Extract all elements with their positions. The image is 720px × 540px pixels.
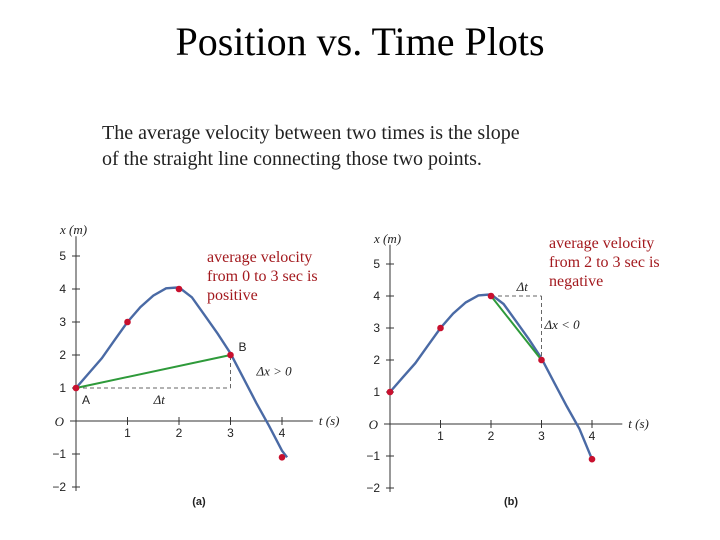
plot-a-point-label-a: A: [82, 393, 90, 407]
intro-line-1: The average velocity between two times i…: [102, 122, 520, 144]
annotation-a-line-3: positive: [207, 287, 258, 304]
plot-b-x-tick-label: 4: [589, 429, 596, 443]
plot-a-average-velocity-chord: [75, 354, 231, 389]
plot-a-y-tick-label: −1: [52, 447, 66, 461]
plot-b-y-tick-label: 5: [373, 257, 380, 271]
plot-a-y-tick-label: −2: [52, 480, 66, 494]
plot-a-x-tick-label: 3: [227, 426, 234, 440]
plot-b-y-tick-label: 1: [373, 385, 380, 399]
annotation-a-line-2: from 0 to 3 sec is: [207, 268, 318, 285]
plot-a-y-tick-label: 3: [59, 315, 66, 329]
plot-b-y-tick-label: 4: [373, 289, 380, 303]
plot-a-x-tick-label: 1: [124, 426, 131, 440]
plot-b-data-point: [588, 455, 596, 463]
plot-a-x-tick-label: 4: [279, 426, 286, 440]
plot-a-data-point: [227, 351, 234, 359]
plot-a-y-tick-label: 1: [59, 381, 66, 395]
plot-b-x-axis-label: t (s): [628, 416, 649, 431]
plot-b-average-velocity-chord: [490, 295, 543, 361]
intro-text: The average velocity between two times i…: [102, 120, 662, 172]
plot-b-y-tick-label: 3: [373, 321, 380, 335]
plot-b-x-tick-label: 1: [437, 429, 444, 443]
slide-title: Position vs. Time Plots: [175, 19, 545, 64]
annotation-positive: average velocity from 0 to 3 sec is posi…: [207, 248, 318, 305]
annotation-negative: average velocity from 2 to 3 sec is nega…: [549, 234, 660, 291]
plot-a-y-axis-label: x (m): [59, 222, 87, 237]
annotation-a-line-1: average velocity: [207, 249, 313, 266]
plot-b-data-point: [386, 388, 394, 396]
plot-a-dt-label: Δt: [153, 392, 166, 407]
annotation-b-line-2: from 2 to 3 sec is: [549, 254, 660, 271]
plot-a-y-tick-label: 4: [59, 282, 66, 296]
plot-a-x-tick-label: 2: [176, 426, 183, 440]
plot-b-y-tick-label: −1: [366, 449, 380, 463]
plot-b-caption: (b): [504, 496, 518, 508]
plot-b-data-point: [487, 292, 495, 300]
plot-b-dt-label: Δt: [516, 279, 529, 294]
plot-b-y-tick-label: 2: [373, 353, 380, 367]
plot-b-x-tick-label: 2: [488, 429, 495, 443]
intro-line-2: of the straight line connecting those tw…: [102, 148, 482, 170]
plot-b-y-tick-label: −2: [366, 481, 380, 495]
plot-a-data-point: [72, 384, 80, 392]
plot-a-caption: (a): [192, 496, 206, 508]
plot-a-data-point: [124, 318, 131, 326]
plot-a-dx-label: Δx > 0: [256, 364, 293, 379]
plot-b-x-tick-label: 3: [538, 429, 545, 443]
plot-b-origin-label: O: [369, 417, 379, 432]
plot-b-data-point: [538, 356, 545, 364]
annotation-b-line-3: negative: [549, 273, 604, 290]
plot-a-position-curve: [75, 286, 289, 459]
plot-a-origin-label: O: [55, 414, 65, 429]
plot-b-data-point: [437, 324, 444, 332]
plot-a-y-tick-label: 2: [59, 348, 66, 362]
annotation-b-line-1: average velocity: [549, 235, 655, 252]
plot-b-y-axis-label: x (m): [373, 231, 401, 246]
plot-a-data-point: [175, 285, 183, 293]
plot-a-data-point: [278, 454, 286, 461]
plot-a-y-tick-label: 5: [59, 249, 66, 263]
plot-b-dx-label: Δx < 0: [544, 317, 581, 332]
plot-a-x-axis-label: t (s): [319, 413, 340, 428]
plot-a-point-label-b: B: [238, 340, 246, 354]
